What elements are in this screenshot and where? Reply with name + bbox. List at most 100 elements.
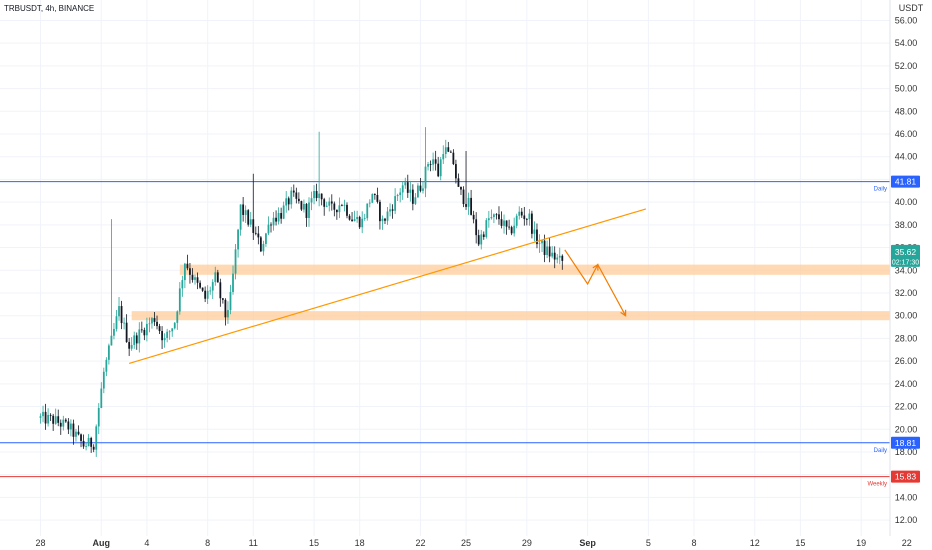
candle-body <box>123 322 125 324</box>
time-tick-label: 15 <box>795 538 805 548</box>
candle-body <box>219 282 222 299</box>
candle-body <box>437 163 440 177</box>
candle-body <box>411 189 414 204</box>
candle-body <box>282 205 285 219</box>
candle-body <box>444 147 447 155</box>
candle-body <box>376 194 379 202</box>
price-tick-label: 46.00 <box>895 129 918 139</box>
candle-body <box>513 225 516 234</box>
candle-body <box>313 191 315 199</box>
candle-body <box>173 322 176 329</box>
candle-body <box>303 203 305 210</box>
level-line-tag: Weekly <box>867 482 887 488</box>
candle-body <box>320 193 323 200</box>
candle-body <box>249 219 252 225</box>
candles <box>39 127 564 457</box>
candle-body <box>153 318 156 322</box>
grid-layer <box>0 0 908 536</box>
candle-body <box>432 159 435 165</box>
level-price-tag-bg <box>891 436 920 449</box>
candle-body <box>120 306 123 324</box>
candle-body <box>300 201 303 210</box>
candle-body <box>346 204 348 216</box>
price-axis-bg[interactable] <box>890 0 932 550</box>
time-tick-label: 5 <box>646 538 651 548</box>
candle-body <box>335 209 338 213</box>
time-tick-label: 28 <box>35 538 45 548</box>
candle-body <box>371 194 374 203</box>
candle-body <box>280 213 283 219</box>
candle-body <box>143 329 146 336</box>
candle-body <box>270 224 272 226</box>
candle-body <box>536 229 538 245</box>
candle-body <box>472 214 475 220</box>
candle-body <box>318 193 321 199</box>
candle-body <box>176 311 179 323</box>
candle-body <box>358 216 361 228</box>
candle-body <box>404 182 407 186</box>
trendline <box>128 208 647 364</box>
time-tick-label: 4 <box>144 538 149 548</box>
candle-body <box>178 288 181 312</box>
candle-body <box>211 282 214 291</box>
candle-body <box>351 219 353 221</box>
candle-body <box>80 434 82 441</box>
candle-body <box>495 214 498 216</box>
price-tick-label: 28.00 <box>895 333 918 343</box>
candle-body <box>414 197 417 204</box>
time-tick-label: 8 <box>205 538 210 548</box>
current-price-tag-bg <box>891 244 920 267</box>
candle-body <box>158 326 161 332</box>
time-axis[interactable]: 28 Aug 4 8 11 15 18 22 25 29 Sep 5 8 12 15 19 22 <box>35 538 911 548</box>
candle-body <box>493 214 495 218</box>
candle-body <box>503 220 505 226</box>
candle-body <box>356 216 359 220</box>
candle-body <box>508 226 511 228</box>
candle-body <box>163 337 166 341</box>
time-tick-label: 22 <box>902 538 912 548</box>
candle-body <box>239 204 242 230</box>
candle-body <box>305 203 308 218</box>
level-line-tag: Daily <box>874 448 887 454</box>
candle-body <box>97 407 100 427</box>
candle-body <box>419 185 422 191</box>
candle-body <box>62 419 65 427</box>
candle-body <box>113 328 115 336</box>
candle-body <box>439 159 442 177</box>
candle-body <box>252 219 255 233</box>
candle-body <box>361 218 364 228</box>
candle-body <box>391 209 394 211</box>
candle-body <box>72 423 75 437</box>
level-price-tag-bg <box>891 470 920 483</box>
level-price-tag-bg <box>891 175 920 188</box>
candle-body <box>272 217 275 226</box>
price-tags: 41.81 18.81 15.83 35.62 02:17:30 <box>891 175 920 483</box>
price-tick-label: 18.00 <box>895 447 918 457</box>
candle-body <box>166 331 169 338</box>
price-tick-label: 30.00 <box>895 311 918 321</box>
candle-body <box>315 191 318 199</box>
candle-body <box>44 411 47 424</box>
candle-body <box>558 255 561 258</box>
candle-body <box>265 233 267 244</box>
candle-body <box>102 371 105 389</box>
candle-body <box>295 192 298 199</box>
candle-body <box>87 437 90 447</box>
candle-body <box>452 152 455 165</box>
candle-body <box>548 246 551 257</box>
candle-body <box>528 213 531 220</box>
candle-body <box>460 186 462 190</box>
level-price-tag-label: 41.81 <box>895 177 917 187</box>
time-tick-label: 11 <box>249 538 258 548</box>
time-axis-bg[interactable] <box>0 536 890 550</box>
candle-body <box>115 316 118 329</box>
candle-body <box>90 437 93 447</box>
candle-body <box>525 219 528 220</box>
candle-body <box>447 147 450 152</box>
candle-body <box>470 197 473 215</box>
candle-body <box>465 204 467 207</box>
candle-body <box>487 218 490 221</box>
candle-body <box>189 268 191 275</box>
